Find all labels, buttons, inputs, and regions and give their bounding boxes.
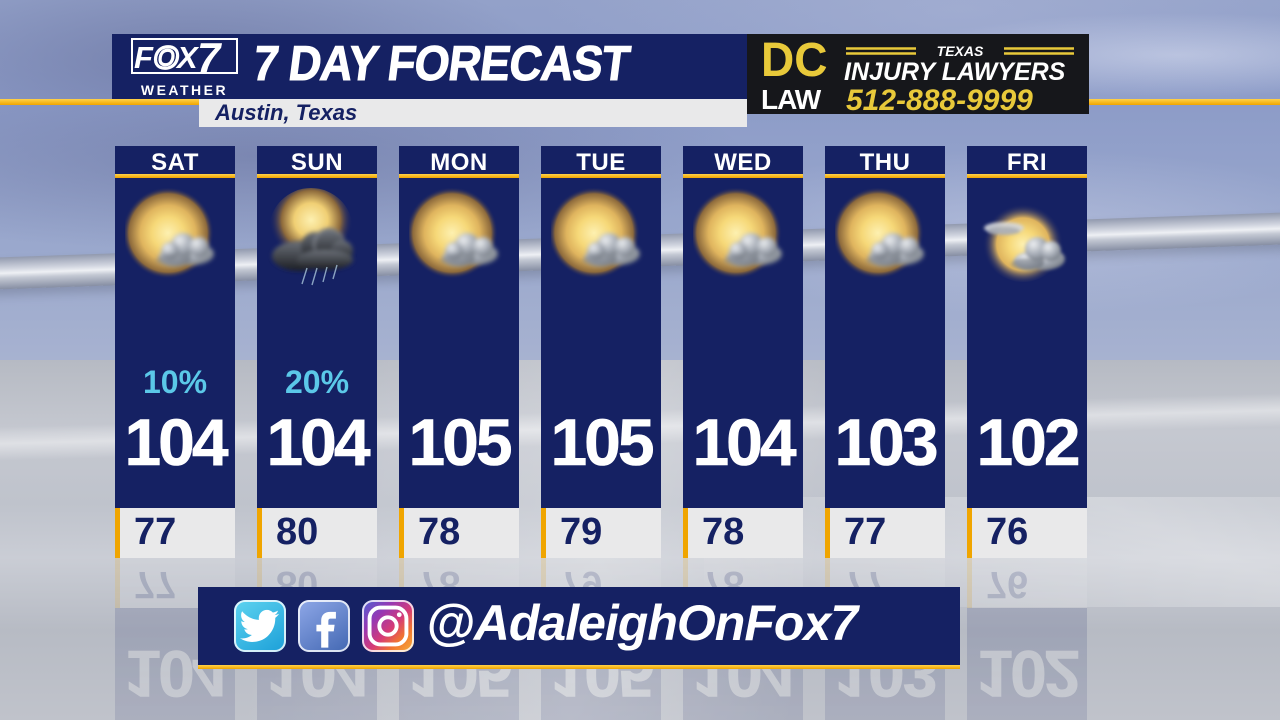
svg-text:TEXAS: TEXAS <box>937 43 984 59</box>
svg-text:7: 7 <box>197 40 222 76</box>
svg-text:F: F <box>134 40 154 75</box>
svg-text:O: O <box>154 40 178 75</box>
